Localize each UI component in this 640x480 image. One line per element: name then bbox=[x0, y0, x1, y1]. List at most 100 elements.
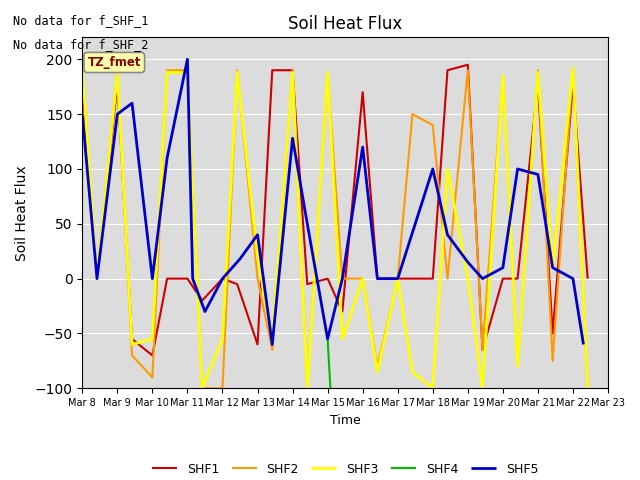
SHF2 bbox=[324, 73, 332, 79]
SHF1 bbox=[219, 276, 227, 281]
SHF1 bbox=[479, 347, 486, 353]
SHF1 bbox=[394, 276, 401, 281]
SHF5 bbox=[268, 342, 276, 348]
SHF3 bbox=[374, 369, 381, 375]
SHF3 bbox=[584, 385, 591, 391]
SHF5 bbox=[253, 232, 261, 238]
SHF2 bbox=[93, 276, 101, 281]
SHF5 bbox=[374, 276, 381, 281]
SHF3 bbox=[339, 336, 346, 342]
SHF2 bbox=[569, 65, 577, 71]
SHF5 bbox=[394, 276, 401, 281]
Title: Soil Heat Flux: Soil Heat Flux bbox=[288, 15, 403, 33]
SHF3 bbox=[219, 336, 227, 342]
SHF2 bbox=[464, 67, 472, 73]
SHF3 bbox=[184, 70, 191, 75]
Line: SHF2: SHF2 bbox=[83, 68, 588, 388]
SHF5 bbox=[569, 276, 577, 281]
SHF3 bbox=[359, 276, 367, 281]
SHF1 bbox=[79, 81, 86, 86]
SHF1 bbox=[234, 281, 241, 287]
SHF5 bbox=[289, 135, 296, 141]
SHF1 bbox=[548, 331, 556, 336]
SHF3 bbox=[479, 385, 486, 391]
SHF2 bbox=[198, 385, 206, 391]
SHF1 bbox=[444, 67, 451, 73]
SHF2 bbox=[339, 276, 346, 281]
Legend: SHF1, SHF2, SHF3, SHF4, SHF5: SHF1, SHF2, SHF3, SHF4, SHF5 bbox=[147, 458, 543, 480]
SHF1 bbox=[464, 62, 472, 68]
SHF4 bbox=[326, 385, 334, 391]
Text: No data for f_SHF_1: No data for f_SHF_1 bbox=[13, 14, 148, 27]
SHF5 bbox=[429, 166, 436, 172]
SHF3 bbox=[163, 70, 171, 75]
SHF1 bbox=[534, 81, 541, 86]
SHF2 bbox=[374, 363, 381, 369]
Y-axis label: Soil Heat Flux: Soil Heat Flux bbox=[15, 165, 29, 261]
SHF1 bbox=[408, 276, 416, 281]
SHF5 bbox=[499, 265, 507, 271]
SHF1 bbox=[429, 276, 436, 281]
SHF1 bbox=[359, 89, 367, 95]
SHF1 bbox=[113, 81, 121, 86]
SHF5 bbox=[184, 56, 191, 62]
SHF2 bbox=[219, 385, 227, 391]
SHF3 bbox=[93, 276, 101, 281]
SHF2 bbox=[584, 385, 591, 391]
SHF5 bbox=[444, 232, 451, 238]
SHF3 bbox=[429, 385, 436, 391]
SHF2 bbox=[394, 276, 401, 281]
SHF5 bbox=[303, 221, 311, 227]
Text: No data for f_SHF_2: No data for f_SHF_2 bbox=[13, 38, 148, 51]
SHF3 bbox=[198, 385, 206, 391]
SHF1 bbox=[184, 276, 191, 281]
SHF2 bbox=[444, 276, 451, 281]
SHF3 bbox=[268, 336, 276, 342]
SHF2 bbox=[548, 358, 556, 364]
SHF5 bbox=[324, 336, 332, 342]
Line: SHF5: SHF5 bbox=[83, 59, 584, 345]
SHF2 bbox=[499, 73, 507, 79]
SHF2 bbox=[303, 380, 311, 386]
SHF5 bbox=[514, 166, 522, 172]
Line: SHF1: SHF1 bbox=[83, 65, 588, 355]
SHF3 bbox=[548, 265, 556, 271]
SHF2 bbox=[289, 67, 296, 73]
SHF2 bbox=[408, 111, 416, 117]
SHF3 bbox=[499, 73, 507, 79]
SHF3 bbox=[464, 276, 472, 281]
SHF5 bbox=[464, 259, 472, 265]
SHF3 bbox=[148, 336, 156, 342]
SHF1 bbox=[499, 276, 507, 281]
SHF5 bbox=[339, 276, 346, 281]
SHF5 bbox=[201, 309, 209, 314]
SHF1 bbox=[303, 281, 311, 287]
SHF1 bbox=[374, 276, 381, 281]
SHF2 bbox=[128, 352, 136, 358]
SHF1 bbox=[253, 342, 261, 348]
X-axis label: Time: Time bbox=[330, 414, 360, 427]
SHF3 bbox=[253, 254, 261, 260]
SHF5 bbox=[79, 111, 86, 117]
SHF3 bbox=[444, 166, 451, 172]
SHF2 bbox=[113, 70, 121, 75]
SHF1 bbox=[569, 81, 577, 86]
SHF5 bbox=[148, 276, 156, 281]
SHF1 bbox=[163, 276, 171, 281]
SHF3 bbox=[128, 342, 136, 348]
SHF5 bbox=[93, 276, 101, 281]
SHF2 bbox=[359, 276, 367, 281]
SHF5 bbox=[219, 276, 227, 281]
SHF5 bbox=[548, 265, 556, 271]
SHF3 bbox=[534, 70, 541, 75]
SHF1 bbox=[93, 276, 101, 281]
SHF1 bbox=[128, 336, 136, 342]
Line: SHF4: SHF4 bbox=[328, 339, 330, 388]
SHF2 bbox=[234, 67, 241, 73]
SHF3 bbox=[303, 385, 311, 391]
SHF3 bbox=[289, 70, 296, 75]
SHF3 bbox=[408, 369, 416, 375]
SHF3 bbox=[324, 70, 332, 75]
SHF5 bbox=[359, 144, 367, 150]
SHF2 bbox=[253, 276, 261, 281]
